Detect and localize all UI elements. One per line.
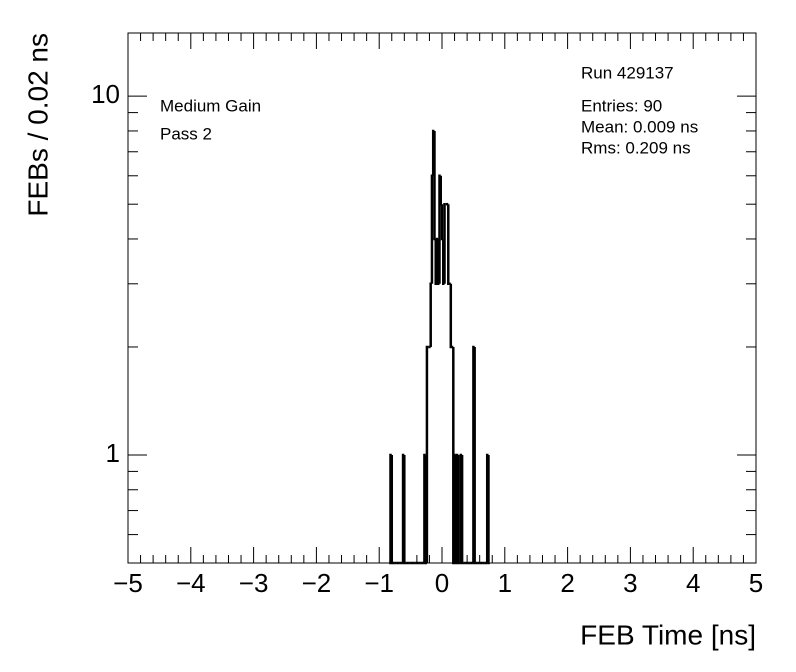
histogram-bin — [472, 345, 475, 563]
histogram-bin — [431, 129, 435, 176]
histogram-bin — [434, 238, 437, 286]
histogram-bin — [440, 204, 444, 241]
histogram-bin — [473, 346, 476, 565]
annotation: Pass 2 — [160, 124, 212, 143]
stats-text: Mean: 0.009 ns — [581, 117, 698, 136]
histogram-bin — [443, 202, 446, 284]
x-tick-label: 3 — [623, 568, 637, 598]
histogram-bin — [430, 174, 434, 284]
histogram-bin — [425, 345, 429, 563]
stats-text: Run 429137 — [581, 63, 674, 82]
histogram-bin — [436, 238, 440, 286]
y-tick-label: 10 — [91, 79, 120, 109]
histogram-bin — [457, 454, 460, 565]
histogram-bin — [487, 454, 490, 565]
x-tick-label: −3 — [239, 568, 269, 598]
x-tick-label: 2 — [560, 568, 574, 598]
histogram-bin — [442, 238, 445, 286]
x-tick-label: −2 — [302, 568, 332, 598]
histogram-bin — [403, 454, 406, 565]
histogram-bin — [433, 130, 436, 241]
stats-text: Rms: 0.209 ns — [581, 138, 691, 157]
x-tick-label: −1 — [364, 568, 394, 598]
histogram-bin — [439, 175, 442, 206]
x-tick-label: 4 — [686, 568, 700, 598]
histogram-bin — [438, 174, 441, 284]
y-tick-label: 1 — [106, 438, 120, 468]
y-axis-title: FEBs / 0.02 ns — [22, 33, 53, 217]
x-axis-title: FEB Time [ns] — [580, 619, 756, 650]
histogram-bin — [390, 454, 394, 565]
x-tick-label: −4 — [176, 568, 206, 598]
x-tick-label: −5 — [113, 568, 143, 598]
stats-text: Entries: 90 — [581, 96, 662, 115]
histogram-bin — [429, 282, 432, 347]
x-tick-label: 0 — [435, 568, 449, 598]
histogram-bin — [449, 283, 453, 349]
annotation: Medium Gain — [160, 96, 261, 115]
x-tick-label: 5 — [749, 568, 763, 598]
x-tick-label: 1 — [498, 568, 512, 598]
histogram-bin — [460, 454, 464, 565]
histogram-bin — [447, 204, 450, 286]
